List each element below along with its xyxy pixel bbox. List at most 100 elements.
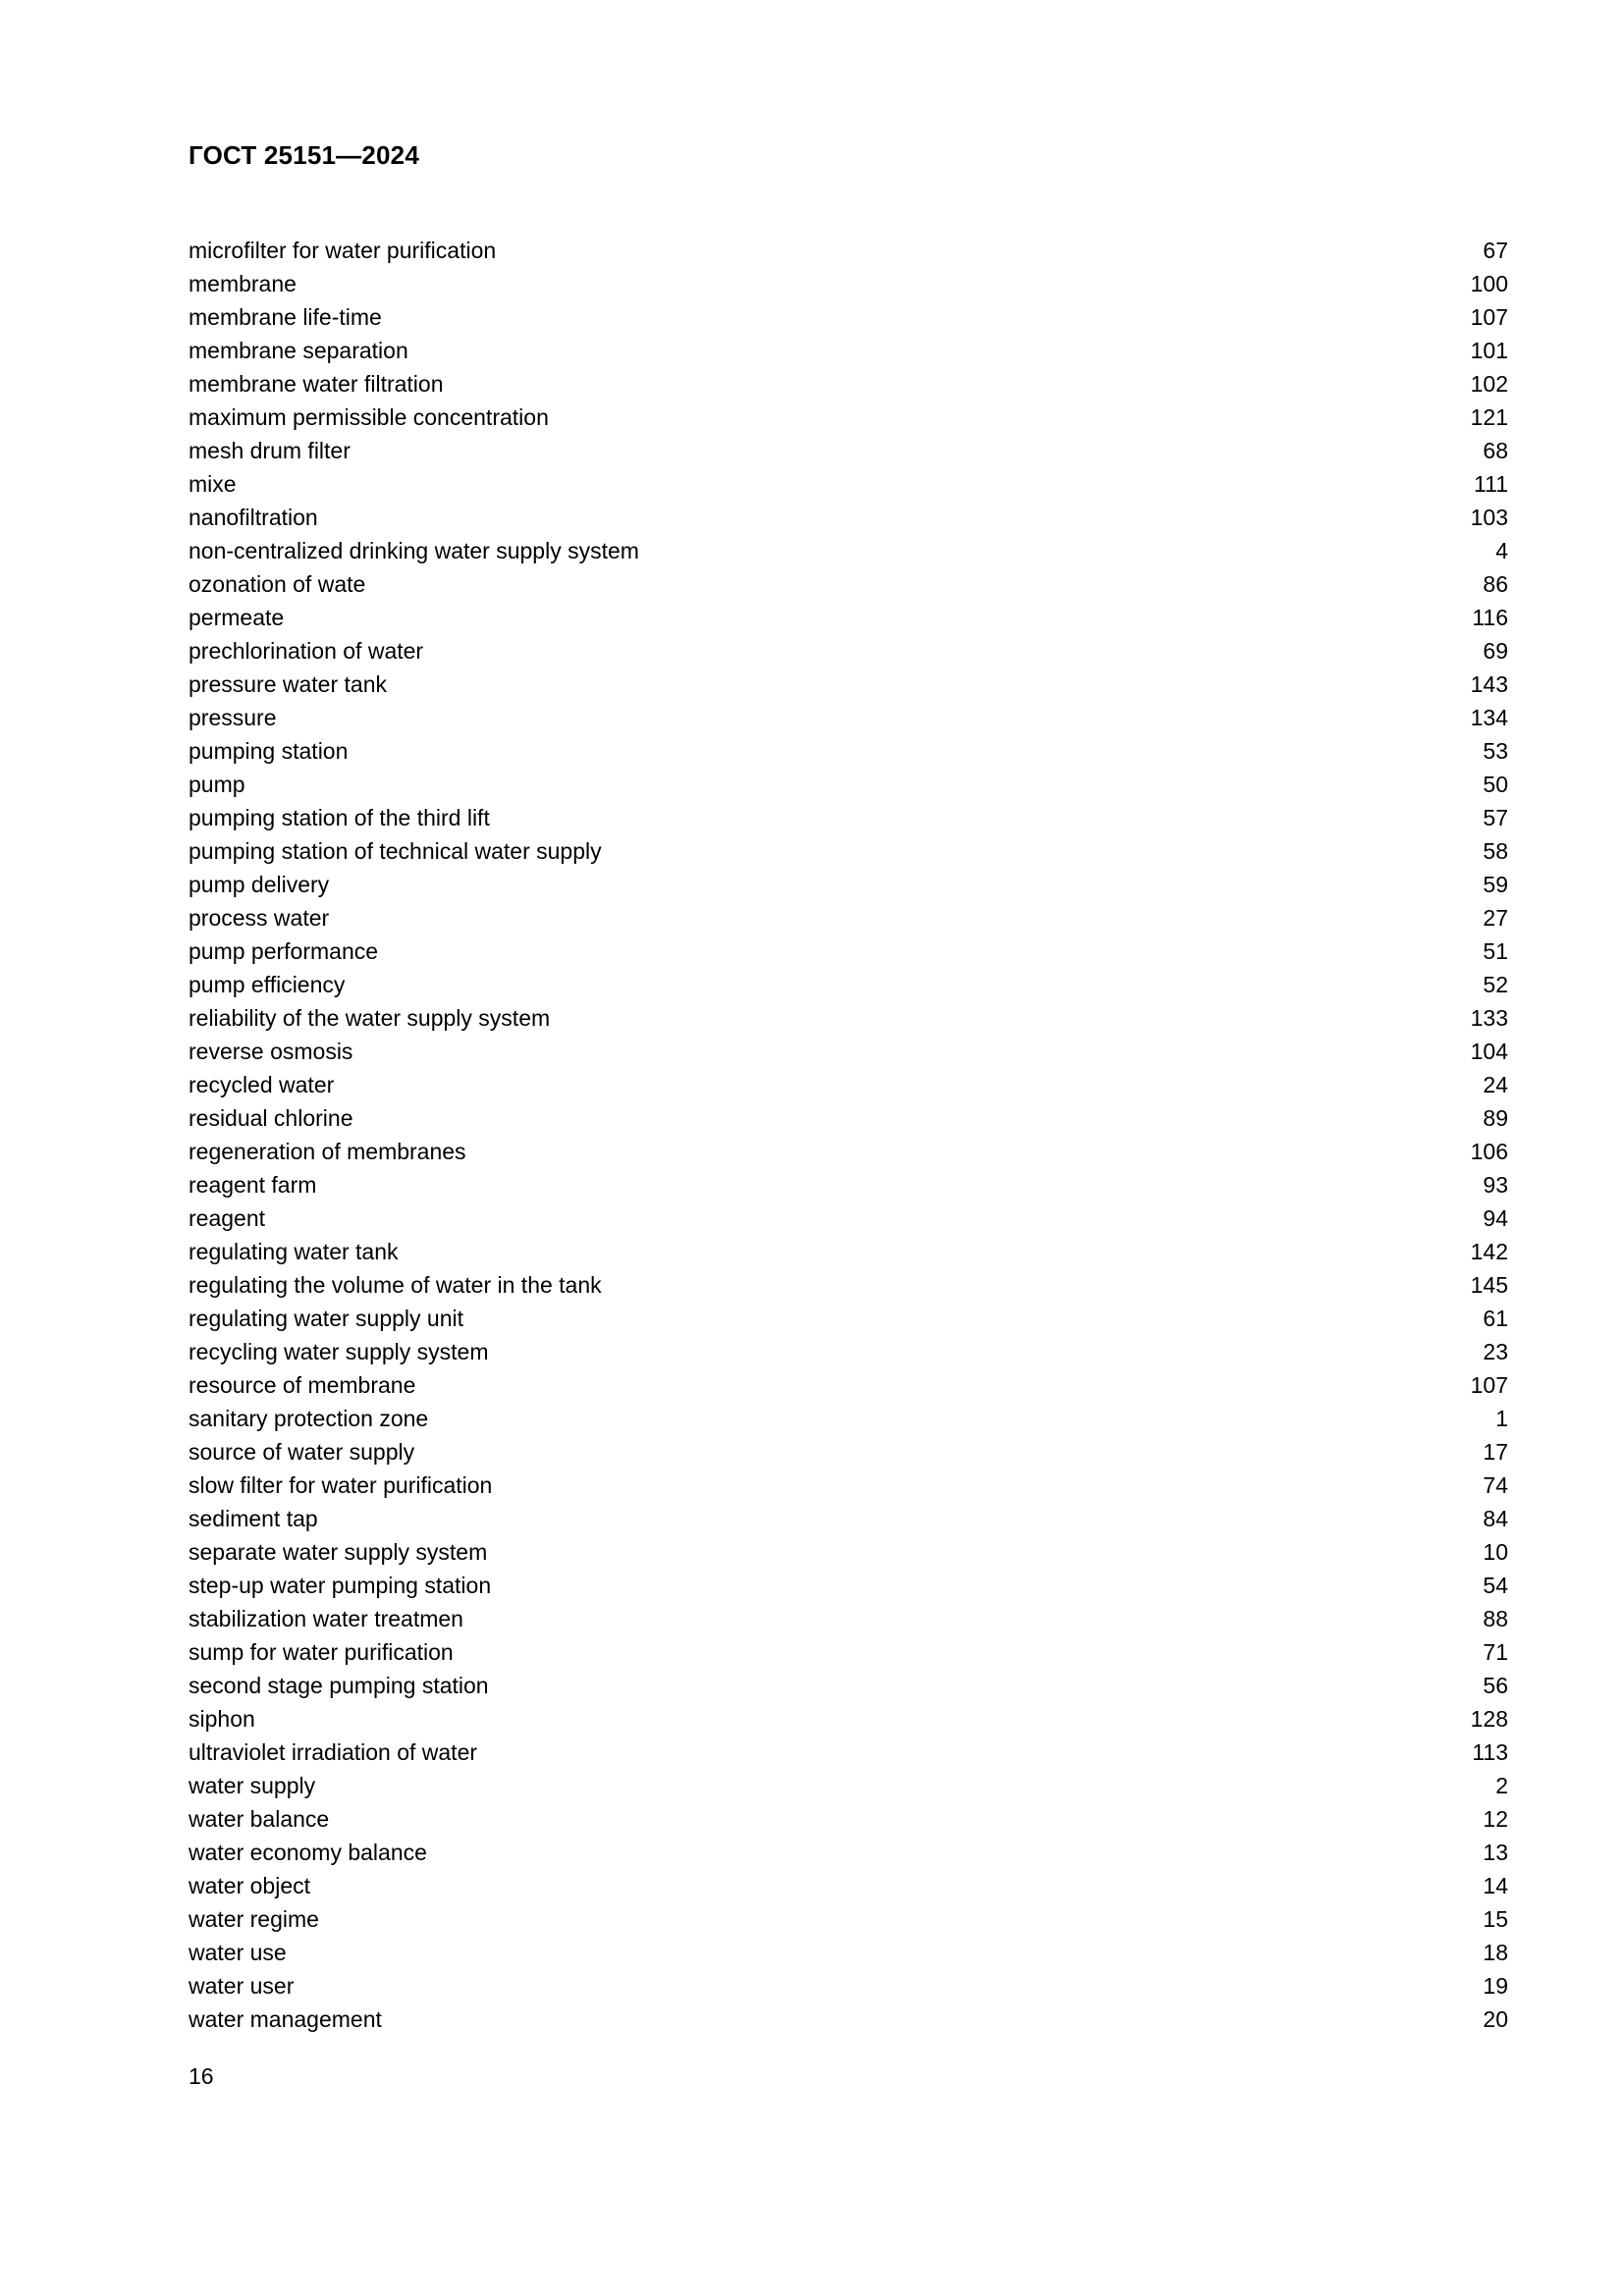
index-entry-term: ultraviolet irradiation of water (189, 1739, 478, 1765)
index-entry-page-number: 24 (1483, 1072, 1508, 1097)
index-entry-term: resource of membrane (189, 1372, 416, 1398)
index-entry: pump delivery 59 (189, 868, 1508, 901)
index-entry-page-number: 53 (1483, 738, 1508, 764)
index-entry: regeneration of membranes 106 (189, 1135, 1508, 1168)
index-entry-term: second stage pumping station (189, 1673, 489, 1698)
index-entry: maximum permissible concentration 121 (189, 400, 1508, 434)
index-entry: step-up water pumping station 54 (189, 1569, 1508, 1602)
index-entry-term: water use (189, 1940, 287, 1965)
index-entry-term: reagent farm (189, 1172, 317, 1198)
index-entry-term: water economy balance (189, 1840, 427, 1865)
index-entry-term: pumping station (189, 738, 349, 764)
index-entry-page-number: 101 (1470, 338, 1508, 363)
index-entry: stabilization water treatmen 88 (189, 1602, 1508, 1635)
index-entry-term: pumping station of technical water suppl… (189, 838, 602, 864)
index-entry-term: residual chlorine (189, 1105, 353, 1131)
index-entry-term: reagent (189, 1205, 266, 1231)
index-entry-page-number: 121 (1470, 404, 1508, 430)
index-entry: reverse osmosis 104 (189, 1035, 1508, 1068)
index-entry-page-number: 134 (1470, 705, 1508, 730)
index-entry-page-number: 51 (1483, 938, 1508, 964)
index-entry-term: pump performance (189, 938, 379, 964)
index-entry: sump for water purification 71 (189, 1635, 1508, 1669)
index-entry: sediment tap 84 (189, 1502, 1508, 1535)
index-entry-page-number: 113 (1472, 1739, 1508, 1765)
index-entry-term: pressure (189, 705, 277, 730)
index-entry: siphon 128 (189, 1702, 1508, 1735)
index-entry-term: process water (189, 905, 330, 931)
index-entry-term: mesh drum filter (189, 438, 351, 463)
index-entry-page-number: 106 (1470, 1139, 1508, 1164)
index-entry: second stage pumping station 56 (189, 1669, 1508, 1702)
index-entry: residual chlorine 89 (189, 1101, 1508, 1135)
index-entry-term: separate water supply system (189, 1539, 488, 1565)
index-entry-page-number: 4 (1495, 538, 1508, 563)
index-entry: water use 18 (189, 1936, 1508, 1969)
index-entry-page-number: 61 (1483, 1306, 1508, 1331)
index-entry-term: regeneration of membranes (189, 1139, 466, 1164)
index-entry: process water 27 (189, 901, 1508, 934)
index-entry-term: ozonation of wate (189, 571, 366, 597)
index-entry-term: sump for water purification (189, 1639, 454, 1665)
index-entry: pressure water tank 143 (189, 667, 1508, 701)
index-entry-page-number: 19 (1483, 1973, 1508, 1999)
index-entry: recycling water supply system 23 (189, 1335, 1508, 1368)
index-entry: water regime 15 (189, 1902, 1508, 1936)
index-entry: reliability of the water supply system 13… (189, 1001, 1508, 1035)
index-entry-term: microfilter for water purification (189, 238, 497, 263)
running-head: ГОСТ 25151—2024 (189, 140, 419, 170)
index-entry: water supply 2 (189, 1769, 1508, 1802)
index-entry-page-number: 116 (1472, 605, 1508, 630)
page-folio: 16 (189, 2063, 214, 2089)
index-entry-term: step-up water pumping station (189, 1573, 492, 1598)
index-entry: microfilter for water purification 67 (189, 234, 1508, 267)
index-entry-term: membrane water filtration (189, 371, 444, 397)
index-entry-page-number: 50 (1483, 772, 1508, 797)
index-entry-term: membrane life-time (189, 304, 382, 330)
index-entry-term: permeate (189, 605, 285, 630)
index-entry-page-number: 13 (1483, 1840, 1508, 1865)
index-entry-term: pressure water tank (189, 671, 387, 697)
index-entry: water balance 12 (189, 1802, 1508, 1836)
index-entry-page-number: 93 (1483, 1172, 1508, 1198)
index-entry-term: water management (189, 2006, 382, 2032)
index-entry-term: reverse osmosis (189, 1039, 353, 1064)
index-entry-term: maximum permissible concentration (189, 404, 549, 430)
index-entry-page-number: 57 (1483, 805, 1508, 830)
index-entry-term: source of water supply (189, 1439, 415, 1465)
index-entry-page-number: 143 (1470, 671, 1508, 697)
index-entry: mixe 111 (189, 467, 1508, 501)
index-entry: water economy balance 13 (189, 1836, 1508, 1869)
index-entry: pumping station of the third lift 57 (189, 801, 1508, 834)
index-entry-term: water supply (189, 1773, 316, 1798)
index-entry-page-number: 88 (1483, 1606, 1508, 1631)
index-entry: regulating water tank 142 (189, 1235, 1508, 1268)
index-entry-page-number: 52 (1483, 972, 1508, 997)
index-entry-page-number: 15 (1483, 1906, 1508, 1932)
index-entry-term: water object (189, 1873, 311, 1898)
index-entry: reagent 94 (189, 1201, 1508, 1235)
index-entry-term: pump efficiency (189, 972, 346, 997)
index-entry: ultraviolet irradiation of water 113 (189, 1735, 1508, 1769)
index-entry-term: sanitary protection zone (189, 1406, 429, 1431)
index-entry-page-number: 56 (1483, 1673, 1508, 1698)
index-entry: pressure 134 (189, 701, 1508, 734)
index-entry: slow filter for water purification 74 (189, 1468, 1508, 1502)
index-entry: pump 50 (189, 768, 1508, 801)
index-entry-page-number: 100 (1470, 271, 1508, 296)
index-entry: membrane life-time 107 (189, 300, 1508, 334)
index-entry-page-number: 10 (1483, 1539, 1508, 1565)
index-entry-page-number: 128 (1470, 1706, 1508, 1732)
index-entry-page-number: 68 (1483, 438, 1508, 463)
index-entry-page-number: 12 (1483, 1806, 1508, 1832)
index-entry-term: membrane (189, 271, 297, 296)
index-entry: membrane water filtration 102 (189, 367, 1508, 400)
index-entry-term: reliability of the water supply system (189, 1005, 551, 1031)
index-entry: nanofiltration 103 (189, 501, 1508, 534)
index-entry: resource of membrane 107 (189, 1368, 1508, 1402)
index-entry-page-number: 94 (1483, 1205, 1508, 1231)
index-entry-page-number: 2 (1495, 1773, 1508, 1798)
index-entry-term: sediment tap (189, 1506, 318, 1531)
index-entry: membrane 100 (189, 267, 1508, 300)
index-entry-page-number: 133 (1470, 1005, 1508, 1031)
